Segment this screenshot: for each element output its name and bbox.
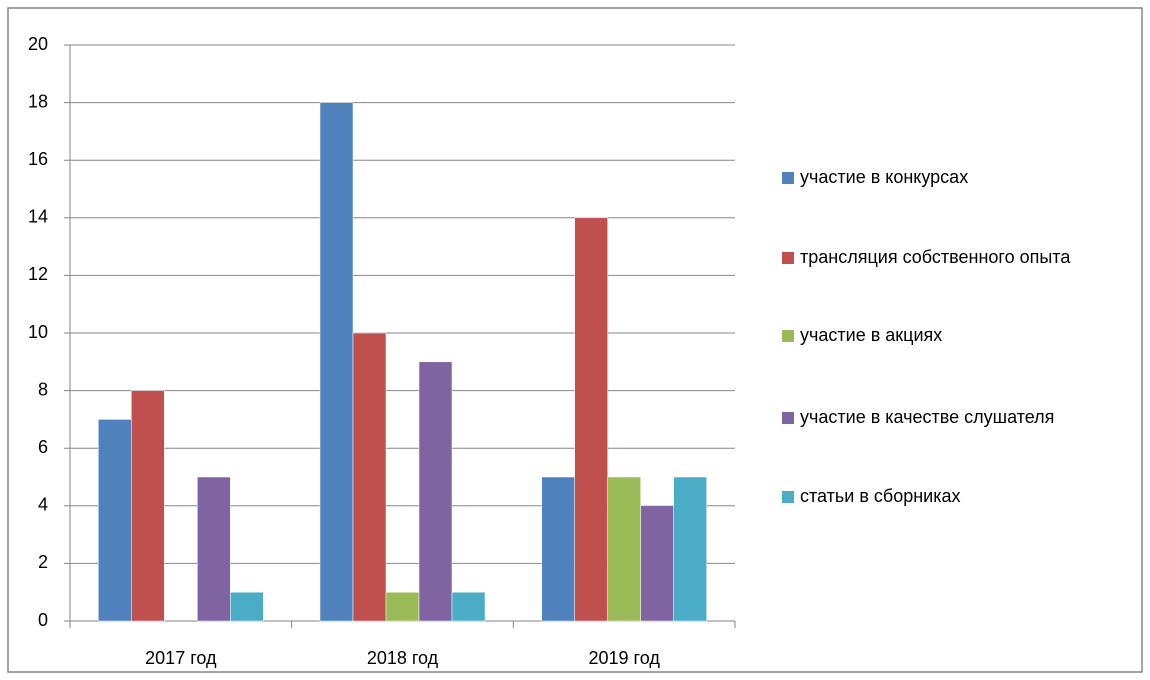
legend-label: трансляция собственного опыта (800, 247, 1071, 267)
y-tick-label: 4 (38, 495, 48, 515)
x-tick-label: 2018 год (367, 648, 439, 668)
y-tick-label: 0 (38, 610, 48, 630)
bar (640, 505, 674, 622)
y-tick-label: 8 (38, 379, 48, 399)
x-tick-label: 2019 год (588, 648, 660, 668)
legend-swatch (782, 172, 794, 184)
bar (197, 476, 231, 622)
bar (451, 591, 486, 622)
bar (541, 476, 575, 622)
legend-swatch (782, 252, 794, 264)
bar (673, 476, 707, 622)
y-tick-label: 2 (38, 552, 48, 572)
bar (607, 476, 641, 622)
legend-label: статьи в сборниках (800, 486, 961, 506)
y-tick-label: 20 (28, 34, 48, 54)
legend-label: участие в акциях (800, 325, 942, 345)
y-tick-label: 16 (28, 149, 48, 169)
bar (230, 591, 264, 622)
y-tick-label: 14 (28, 207, 48, 227)
bar (319, 102, 354, 622)
legend-swatch (782, 491, 794, 503)
y-tick-label: 18 (28, 91, 48, 111)
legend-swatch (782, 330, 794, 342)
legend-swatch (782, 412, 794, 424)
y-tick-label: 6 (38, 437, 48, 457)
legend-label: участие в качестве слушателя (800, 407, 1054, 427)
x-tick-label: 2017 год (145, 648, 217, 668)
bar (98, 419, 132, 622)
bar (385, 591, 420, 622)
y-tick-label: 12 (28, 264, 48, 284)
bar (418, 361, 453, 622)
bar (352, 332, 387, 622)
bar (131, 390, 165, 622)
bar (574, 217, 608, 622)
y-tick-label: 10 (28, 322, 48, 342)
legend-label: участие в конкурсах (800, 167, 968, 187)
